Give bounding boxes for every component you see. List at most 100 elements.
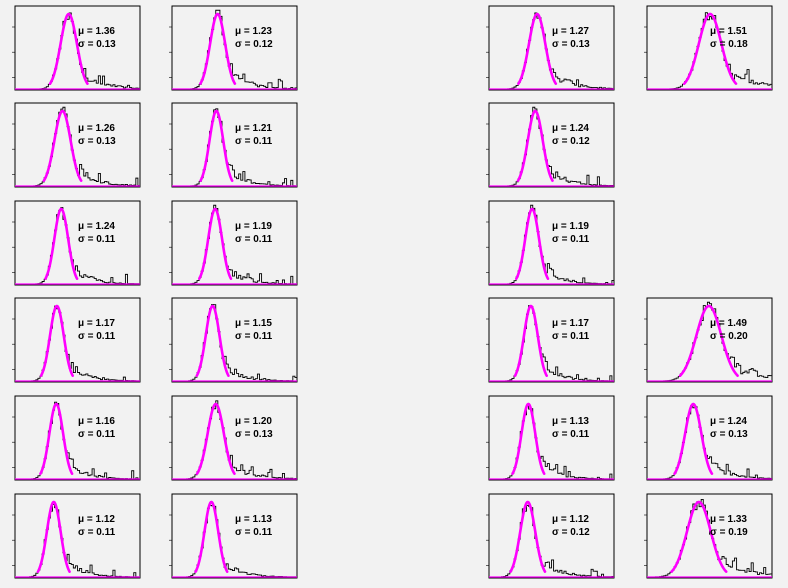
sigma-label: σ = 0.20 (710, 331, 748, 342)
panel-4-1: μ = 1.20 σ = 0.13 (169, 395, 298, 481)
mu-label: μ = 1.12 (552, 514, 589, 525)
panel-frame (488, 200, 615, 286)
panel-3-4: μ = 1.49 σ = 0.20 (644, 297, 773, 383)
gaussian-fit (48, 12, 89, 85)
gaussian-fit (39, 402, 74, 475)
mu-label: μ = 1.24 (552, 123, 589, 134)
histogram-bars (15, 106, 141, 187)
mu-label: μ = 1.13 (552, 416, 589, 427)
sigma-label: σ = 0.11 (78, 234, 116, 245)
panel-frame (171, 493, 298, 579)
panel-5-1: μ = 1.13 σ = 0.11 (169, 493, 298, 579)
histogram-bars (15, 207, 141, 285)
panel-0-0: μ = 1.36 σ = 0.13 (12, 5, 141, 91)
gaussian-fit (39, 304, 74, 377)
histogram-bars (647, 405, 773, 480)
sigma-label: σ = 0.19 (710, 527, 748, 538)
panel-5-3: μ = 1.12 σ = 0.12 (486, 493, 615, 579)
mu-label: μ = 1.19 (235, 221, 272, 232)
panel-frame (488, 297, 615, 383)
gaussian-fit (513, 304, 548, 377)
gaussian-fit (195, 402, 236, 475)
panel-0-1: μ = 1.23 σ = 0.12 (169, 5, 298, 91)
sigma-label: σ = 0.13 (78, 136, 116, 147)
panel-0-4: μ = 1.51 σ = 0.18 (644, 5, 773, 91)
sigma-label: σ = 0.18 (710, 39, 748, 50)
gaussian-fit (670, 500, 728, 573)
gaussian-fit (673, 402, 714, 475)
panel-0-3: μ = 1.27 σ = 0.13 (486, 5, 615, 91)
sigma-label: σ = 0.11 (78, 331, 116, 342)
sigma-label: σ = 0.11 (552, 429, 590, 440)
sigma-label: σ = 0.13 (552, 39, 590, 50)
sigma-label: σ = 0.13 (235, 429, 273, 440)
panel-2-1: μ = 1.19 σ = 0.11 (169, 200, 298, 286)
sigma-label: σ = 0.11 (78, 527, 116, 538)
gaussian-fit (199, 109, 234, 182)
sigma-label: σ = 0.11 (235, 136, 273, 147)
mu-label: μ = 1.27 (552, 26, 589, 37)
sigma-label: σ = 0.11 (235, 234, 273, 245)
mu-label: μ = 1.16 (78, 416, 115, 427)
panel-2-0: μ = 1.24 σ = 0.11 (12, 200, 141, 286)
sigma-label: σ = 0.12 (552, 136, 590, 147)
mu-label: μ = 1.19 (552, 221, 589, 232)
gaussian-fit (509, 500, 547, 573)
panel-5-0: μ = 1.12 σ = 0.11 (12, 493, 141, 579)
mu-label: μ = 1.33 (710, 514, 747, 525)
panel-1-1: μ = 1.21 σ = 0.11 (169, 102, 298, 188)
gaussian-fit (194, 500, 229, 573)
gaussian-fit (516, 109, 554, 182)
sigma-label: σ = 0.11 (78, 429, 116, 440)
panel-1-3: μ = 1.24 σ = 0.12 (486, 102, 615, 188)
sigma-label: σ = 0.11 (552, 331, 590, 342)
panel-4-3: μ = 1.13 σ = 0.11 (486, 395, 615, 481)
histogram-bars (489, 106, 615, 187)
mu-label: μ = 1.24 (78, 221, 115, 232)
panel-frame (171, 297, 298, 383)
gaussian-fit (198, 207, 233, 280)
histogram-bars (172, 108, 298, 187)
panel-frame (14, 395, 141, 481)
histogram-bars (489, 204, 615, 285)
mu-label: μ = 1.13 (235, 514, 272, 525)
panel-frame (488, 395, 615, 481)
sigma-label: σ = 0.13 (78, 39, 116, 50)
gaussian-fit (682, 12, 738, 85)
histogram-bars (15, 305, 141, 382)
mu-label: μ = 1.21 (235, 123, 272, 134)
gaussian-fit (515, 207, 550, 280)
panel-frame (14, 493, 141, 579)
mu-label: μ = 1.15 (235, 318, 272, 329)
panel-frame (171, 5, 298, 91)
sigma-label: σ = 0.11 (235, 331, 273, 342)
mu-label: μ = 1.36 (78, 26, 115, 37)
mu-label: μ = 1.51 (710, 26, 747, 37)
mu-label: μ = 1.20 (235, 416, 272, 427)
gaussian-fit (678, 304, 739, 377)
panel-3-0: μ = 1.17 σ = 0.11 (12, 297, 141, 383)
mu-label: μ = 1.17 (78, 318, 115, 329)
gaussian-fit (44, 207, 79, 280)
mu-label: μ = 1.26 (78, 123, 115, 134)
mu-label: μ = 1.24 (710, 416, 747, 427)
panel-frame (646, 297, 773, 383)
gaussian-fit (199, 12, 237, 85)
panel-3-1: μ = 1.15 σ = 0.11 (169, 297, 298, 383)
sigma-label: σ = 0.12 (552, 527, 590, 538)
gaussian-fit (511, 402, 546, 475)
sigma-label: σ = 0.12 (235, 39, 273, 50)
mu-label: μ = 1.12 (78, 514, 115, 525)
panel-1-0: μ = 1.26 σ = 0.13 (12, 102, 141, 188)
panel-4-0: μ = 1.16 σ = 0.11 (12, 395, 141, 481)
panel-4-4: μ = 1.24 σ = 0.13 (644, 395, 773, 481)
gaussian-fit (36, 500, 71, 573)
sigma-label: σ = 0.11 (235, 527, 273, 538)
panel-frame (171, 200, 298, 286)
mu-label: μ = 1.49 (710, 318, 747, 329)
histogram-bars (172, 204, 298, 285)
histogram-bars (172, 9, 298, 90)
mu-label: μ = 1.23 (235, 26, 272, 37)
gaussian-fit (42, 109, 83, 182)
